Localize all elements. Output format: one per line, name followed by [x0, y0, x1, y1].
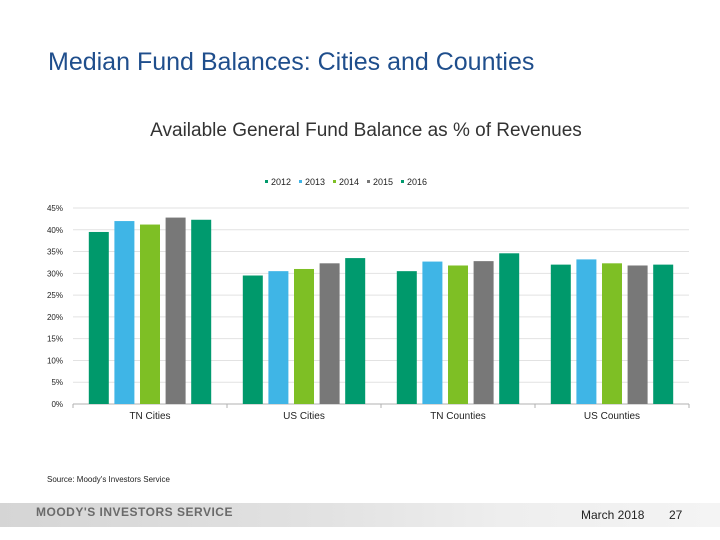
x-tick-label: TN Counties — [430, 411, 486, 422]
x-tick-label: TN Cities — [129, 411, 170, 422]
bar — [576, 259, 597, 404]
footer-logo: MOODY'S INVESTORS SERVICE — [36, 505, 233, 519]
y-tick-label: 40% — [47, 226, 63, 235]
legend-swatch — [367, 180, 370, 183]
legend-label: 2016 — [407, 177, 427, 187]
y-tick-label: 15% — [47, 335, 63, 344]
y-tick-label: 35% — [47, 248, 63, 257]
legend-swatch — [265, 180, 268, 183]
source-note: Source: Moody's Investors Service — [47, 475, 170, 484]
bar — [422, 261, 443, 404]
bar — [165, 217, 186, 404]
bar — [319, 263, 340, 404]
bar — [345, 258, 366, 404]
bar — [294, 268, 314, 404]
bar — [602, 263, 622, 404]
bar — [191, 219, 212, 404]
bar — [653, 264, 674, 404]
y-tick-label: 0% — [51, 400, 63, 409]
legend-label: 2014 — [339, 177, 359, 187]
bar — [448, 265, 468, 404]
x-tick-label: US Counties — [584, 411, 640, 422]
y-tick-label: 25% — [47, 291, 63, 300]
bar — [473, 261, 494, 404]
y-tick-label: 30% — [47, 269, 63, 278]
bar — [140, 224, 160, 404]
chart-title: Available General Fund Balance as % of R… — [150, 120, 582, 141]
bar — [627, 265, 648, 404]
legend-label: 2013 — [305, 177, 325, 187]
legend-swatch — [333, 180, 336, 183]
y-tick-label: 5% — [51, 378, 63, 387]
bar — [550, 264, 571, 404]
bar — [242, 275, 263, 404]
legend-label: 2015 — [373, 177, 393, 187]
bar — [396, 271, 417, 404]
legend-swatch — [299, 180, 302, 183]
bar — [88, 231, 109, 404]
slide-title: Median Fund Balances: Cities and Countie… — [48, 48, 535, 76]
bar — [499, 253, 520, 404]
bar — [268, 271, 289, 404]
footer-bar — [0, 503, 720, 527]
legend-swatch — [401, 180, 404, 183]
footer-date: March 2018 — [581, 508, 645, 522]
page-number: 27 — [669, 508, 683, 522]
y-tick-label: 10% — [47, 356, 63, 365]
bar — [114, 221, 135, 404]
x-tick-label: US Cities — [283, 411, 325, 422]
legend-label: 2012 — [271, 177, 291, 187]
y-tick-label: 20% — [47, 313, 63, 322]
y-tick-label: 45% — [47, 204, 63, 213]
